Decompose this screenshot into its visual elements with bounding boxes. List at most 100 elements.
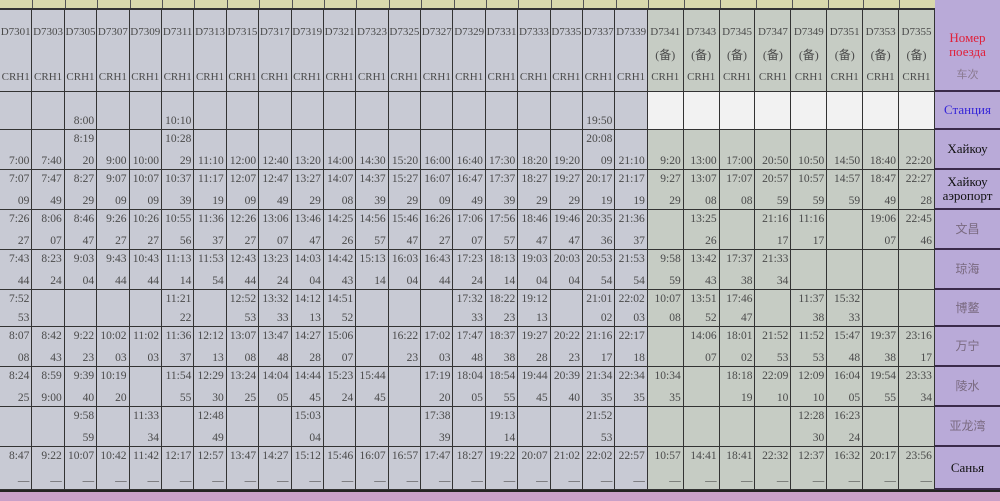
arrival-time: 21:36 bbox=[618, 213, 645, 225]
departure-time: 03 bbox=[633, 312, 645, 324]
departure-time: 17 bbox=[600, 352, 613, 364]
time-cell: 18:54 55 bbox=[485, 367, 519, 407]
time-cell: 8:19 20 bbox=[64, 130, 98, 170]
strip-tab bbox=[0, 0, 390, 8]
departure-time: — bbox=[244, 475, 257, 487]
train-type: CRH1 bbox=[163, 71, 192, 83]
station-label: 陵水 bbox=[935, 367, 1000, 407]
train-number: D7321 bbox=[324, 26, 355, 38]
arrival-time: 17:47 bbox=[456, 330, 483, 342]
departure-time: — bbox=[471, 475, 483, 487]
departure-time: 37 bbox=[633, 235, 645, 247]
departure-time: 18:20 bbox=[521, 155, 548, 167]
departure-time: 33 bbox=[471, 312, 483, 324]
departure-time: 46 bbox=[920, 235, 932, 247]
time-cell: 7:47 49 bbox=[32, 170, 65, 210]
train-number: D7353 bbox=[865, 26, 896, 38]
time-cell bbox=[97, 290, 130, 327]
time-cell: 7:40 bbox=[32, 130, 65, 170]
time-cell: 19:54 55 bbox=[863, 367, 900, 407]
departure-time: 03 bbox=[147, 352, 159, 364]
departure-time: 43 bbox=[705, 275, 717, 287]
departure-time: 07 bbox=[705, 352, 717, 364]
departure-time: 04 bbox=[309, 432, 321, 444]
time-cell: 12:57 — bbox=[194, 447, 227, 490]
time-cell: 19:27 28 bbox=[518, 327, 551, 367]
time-cell: 16:23 24 bbox=[827, 407, 864, 447]
time-cell bbox=[64, 290, 98, 327]
arrival-time: 14:03 bbox=[294, 253, 321, 265]
departure-time: 39 bbox=[374, 195, 386, 207]
arrival-time: 12:52 bbox=[229, 293, 257, 305]
time-cell bbox=[226, 407, 260, 447]
time-cell: 13:24 25 bbox=[226, 367, 260, 407]
departure-time: 10 bbox=[812, 392, 825, 404]
arrival-time: 10:43 bbox=[132, 253, 159, 265]
time-cell: 14:42 43 bbox=[323, 250, 357, 290]
time-cell: 20:08 09 bbox=[583, 130, 616, 170]
arrival-time: 19:37 bbox=[869, 330, 897, 342]
arrival-time: 8:59 bbox=[41, 370, 62, 382]
arrival-time: 20:35 bbox=[586, 213, 613, 225]
departure-time: 10:10 bbox=[165, 115, 192, 127]
arrival-time: 22:27 bbox=[905, 173, 932, 185]
time-cell bbox=[791, 250, 828, 290]
strip-tab bbox=[0, 0, 487, 8]
time-cell: 13:25 26 bbox=[683, 210, 720, 250]
departure-time: 7:00 bbox=[8, 155, 30, 167]
arrival-time: 12:29 bbox=[197, 370, 224, 382]
station-label: 文昌 bbox=[935, 210, 1000, 250]
time-cell bbox=[226, 92, 260, 130]
time-cell: 22:57 — bbox=[615, 447, 648, 490]
departure-time: 03 bbox=[438, 352, 451, 364]
departure-time: 54 bbox=[633, 275, 645, 287]
time-cell bbox=[323, 92, 357, 130]
station-label: 亚龙湾 bbox=[935, 407, 1000, 447]
time-cell bbox=[755, 290, 792, 327]
time-cell bbox=[32, 290, 65, 327]
arrival-time: 10:28 bbox=[165, 133, 192, 145]
time-cell: 10:07 08 bbox=[647, 290, 684, 327]
station-label: Санья bbox=[935, 447, 1000, 490]
departure-time: 29 bbox=[309, 195, 321, 207]
departure-time: 24 bbox=[277, 275, 289, 287]
arrival-time: 17:37 bbox=[489, 173, 516, 185]
arrival-time: 20:53 bbox=[586, 253, 613, 265]
time-cell: 17:56 57 bbox=[485, 210, 519, 250]
arrival-time: 8:46 bbox=[73, 213, 95, 225]
train-number: D7337 bbox=[583, 26, 614, 38]
departure-time: 47 bbox=[740, 312, 753, 324]
train-number: D7349 bbox=[793, 26, 824, 38]
arrival-time: 17:46 bbox=[726, 293, 753, 305]
train-type: CRH1 bbox=[1, 71, 30, 83]
arrival-time: 19:12 bbox=[521, 293, 548, 305]
strip-tab bbox=[0, 0, 163, 8]
time-cell: 20:07 — bbox=[518, 447, 551, 490]
departure-time: 45 bbox=[536, 392, 548, 404]
train-header-d7301: D7301 CRH1 bbox=[0, 10, 33, 92]
time-cell bbox=[129, 92, 162, 130]
arrival-time: 7:52 bbox=[8, 293, 30, 305]
time-cell bbox=[129, 367, 162, 407]
time-cell: 18:27 — bbox=[453, 447, 486, 490]
time-cell: 12:00 bbox=[226, 130, 260, 170]
time-cell: 21:34 35 bbox=[583, 367, 616, 407]
departure-time: 52 bbox=[341, 312, 354, 324]
departure-time: — bbox=[309, 475, 321, 487]
arrival-time: 10:55 bbox=[165, 213, 192, 225]
time-cell: 11:02 03 bbox=[129, 327, 162, 367]
time-cell: 15:23 24 bbox=[323, 367, 357, 407]
departure-time: 19 bbox=[600, 195, 613, 207]
departure-time: 59 bbox=[812, 195, 825, 207]
departure-time: 12:00 bbox=[229, 155, 257, 167]
strip-tab bbox=[0, 0, 520, 8]
time-cell: 14:41 — bbox=[683, 447, 720, 490]
arrival-time: 9:43 bbox=[106, 253, 127, 265]
departure-time: — bbox=[884, 475, 897, 487]
time-cell: 23:56 — bbox=[899, 447, 935, 490]
time-cell: 11:54 55 bbox=[161, 367, 195, 407]
departure-time: 34 bbox=[147, 432, 159, 444]
time-cell: 15:12 — bbox=[291, 447, 324, 490]
arrival-time: 19:03 bbox=[521, 253, 548, 265]
time-cell: 18:46 47 bbox=[518, 210, 551, 250]
